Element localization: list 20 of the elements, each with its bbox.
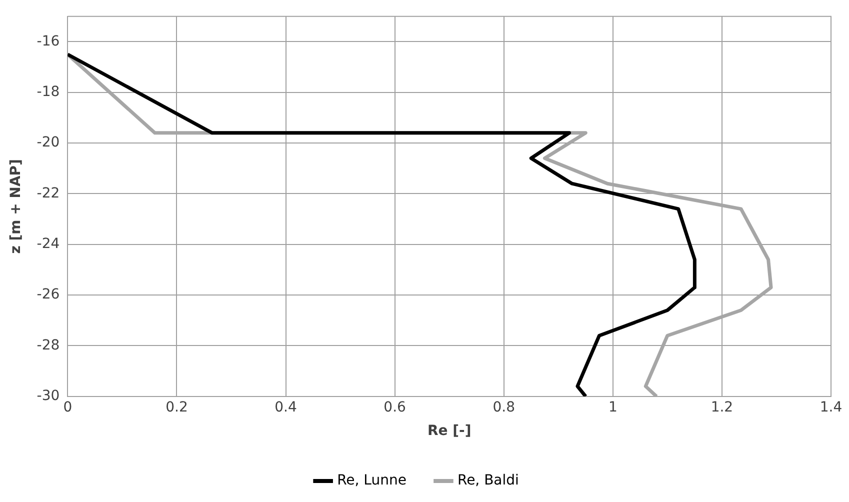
legend-label: Re, Lunne xyxy=(337,472,406,489)
x-tick-label: 0 xyxy=(63,399,72,416)
x-tick-label: 1.4 xyxy=(820,399,842,416)
y-tick-label: -28 xyxy=(36,337,60,354)
x-tick-label: 1.2 xyxy=(710,399,734,416)
y-axis-title: z [m + NAP] xyxy=(8,159,24,254)
y-tick-label: -22 xyxy=(36,185,60,202)
y-tick-label: -20 xyxy=(36,134,60,151)
x-tick-label: 0.6 xyxy=(384,399,406,416)
y-tick-label: -24 xyxy=(36,236,60,252)
legend-label: Re, Baldi xyxy=(457,472,519,489)
y-tick-label: -18 xyxy=(36,84,60,100)
y-tick-label: -26 xyxy=(36,286,60,303)
x-axis-title: Re [-] xyxy=(427,423,472,440)
x-tick-label: 0.2 xyxy=(166,399,188,416)
x-tick-label: 0.8 xyxy=(492,399,515,416)
x-tick-label: 1 xyxy=(608,399,618,416)
y-tick-label: -30 xyxy=(36,388,60,404)
y-tick-label: -16 xyxy=(36,33,60,50)
x-tick-label: 0.4 xyxy=(274,399,297,416)
